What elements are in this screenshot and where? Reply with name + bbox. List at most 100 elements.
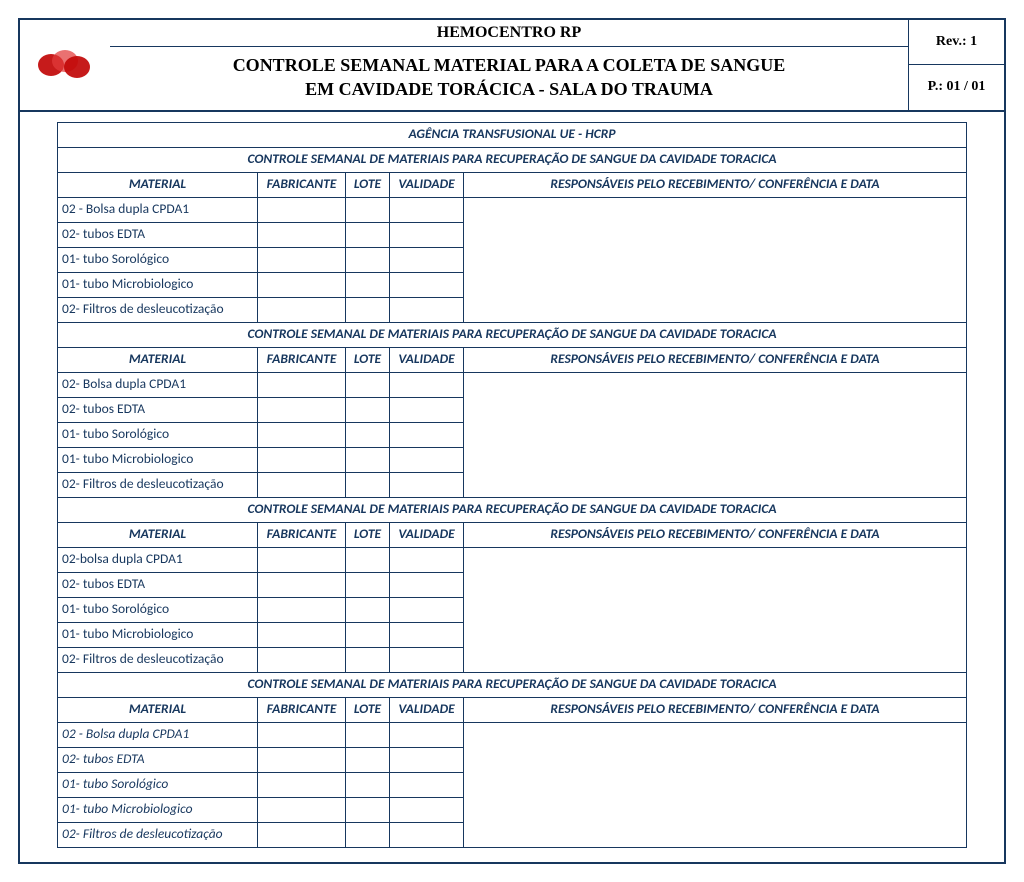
fabricante-cell [258,597,346,622]
fabricante-cell [258,622,346,647]
material-cell: 02- tubos EDTA [58,572,258,597]
col-lote: LOTE [346,697,390,722]
material-cell: 01- tubo Microbiologico [58,797,258,822]
fabricante-cell [258,447,346,472]
lote-cell [346,222,390,247]
col-lote: LOTE [346,172,390,197]
responsaveis-cell [464,722,967,847]
fabricante-cell [258,772,346,797]
material-cell: 01- tubo Sorológico [58,247,258,272]
lote-cell [346,472,390,497]
lote-cell [346,597,390,622]
fabricante-cell [258,647,346,672]
validade-cell [390,222,464,247]
validade-cell [390,447,464,472]
materials-table: AGÊNCIA TRANSFUSIONAL UE - HCRPCONTROLE … [57,122,967,848]
col-fabricante: FABRICANTE [258,697,346,722]
responsaveis-cell [464,547,967,672]
header-center: HEMOCENTRO RP CONTROLE SEMANAL MATERIAL … [110,20,908,110]
col-validade: VALIDADE [390,172,464,197]
material-cell: 02- Filtros de desleucotização [58,647,258,672]
lote-cell [346,297,390,322]
material-cell: 02- Filtros de desleucotização [58,472,258,497]
col-material: MATERIAL [58,347,258,372]
col-fabricante: FABRICANTE [258,522,346,547]
validade-cell [390,422,464,447]
fabricante-cell [258,797,346,822]
col-lote: LOTE [346,347,390,372]
col-material: MATERIAL [58,522,258,547]
material-cell: 01- tubo Microbiologico [58,272,258,297]
lote-cell [346,797,390,822]
material-cell: 02- tubos EDTA [58,222,258,247]
col-responsaveis: RESPONSÁVEIS PELO RECEBIMENTO/ CONFERÊNC… [464,347,967,372]
material-cell: 01- tubo Sorológico [58,772,258,797]
lote-cell [346,572,390,597]
table-row: 02 - Bolsa dupla CPDA1 [58,197,967,222]
table-row: 02-bolsa dupla CPDA1 [58,547,967,572]
org-name: HEMOCENTRO RP [110,20,908,47]
material-cell: 02- Bolsa dupla CPDA1 [58,372,258,397]
material-cell: 02- Filtros de desleucotização [58,297,258,322]
material-cell: 02 - Bolsa dupla CPDA1 [58,197,258,222]
lote-cell [346,547,390,572]
col-responsaveis: RESPONSÁVEIS PELO RECEBIMENTO/ CONFERÊNC… [464,172,967,197]
col-fabricante: FABRICANTE [258,172,346,197]
section-heading: CONTROLE SEMANAL DE MATERIAIS PARA RECUP… [58,672,967,697]
col-fabricante: FABRICANTE [258,347,346,372]
validade-cell [390,472,464,497]
col-responsaveis: RESPONSÁVEIS PELO RECEBIMENTO/ CONFERÊNC… [464,697,967,722]
col-validade: VALIDADE [390,697,464,722]
title-line2: EM CAVIDADE TORÁCICA - SALA DO TRAUMA [305,79,713,99]
material-cell: 01- tubo Microbiologico [58,447,258,472]
form-sheet: HEMOCENTRO RP CONTROLE SEMANAL MATERIAL … [18,18,1006,864]
header-right: Rev.: 1 P.: 01 / 01 [908,20,1004,110]
validade-cell [390,297,464,322]
material-cell: 02- Filtros de desleucotização [58,822,258,847]
table-body: AGÊNCIA TRANSFUSIONAL UE - HCRPCONTROLE … [58,122,967,847]
section-heading: CONTROLE SEMANAL DE MATERIAIS PARA RECUP… [58,147,967,172]
lote-cell [346,422,390,447]
col-responsaveis: RESPONSÁVEIS PELO RECEBIMENTO/ CONFERÊNC… [464,522,967,547]
validade-cell [390,272,464,297]
fabricante-cell [258,547,346,572]
validade-cell [390,372,464,397]
validade-cell [390,572,464,597]
fabricante-cell [258,247,346,272]
fabricante-cell [258,722,346,747]
logo-cell [20,20,110,110]
lote-cell [346,272,390,297]
revision-label: Rev.: 1 [909,20,1004,65]
lote-cell [346,247,390,272]
fabricante-cell [258,422,346,447]
validade-cell [390,547,464,572]
fabricante-cell [258,822,346,847]
lote-cell [346,372,390,397]
title-line1: CONTROLE SEMANAL MATERIAL PARA A COLETA … [233,55,786,75]
section-heading: CONTROLE SEMANAL DE MATERIAIS PARA RECUP… [58,497,967,522]
validade-cell [390,247,464,272]
fabricante-cell [258,272,346,297]
validade-cell [390,822,464,847]
form-header: HEMOCENTRO RP CONTROLE SEMANAL MATERIAL … [20,20,1004,112]
form-title: CONTROLE SEMANAL MATERIAL PARA A COLETA … [110,47,908,110]
validade-cell [390,197,464,222]
lote-cell [346,747,390,772]
col-material: MATERIAL [58,172,258,197]
table-row: 02 - Bolsa dupla CPDA1 [58,722,967,747]
fabricante-cell [258,222,346,247]
fabricante-cell [258,572,346,597]
validade-cell [390,397,464,422]
lote-cell [346,397,390,422]
fabricante-cell [258,297,346,322]
validade-cell [390,597,464,622]
material-cell: 02-bolsa dupla CPDA1 [58,547,258,572]
fabricante-cell [258,397,346,422]
lote-cell [346,722,390,747]
material-cell: 01- tubo Microbiologico [58,622,258,647]
material-cell: 02- tubos EDTA [58,747,258,772]
lote-cell [346,647,390,672]
material-cell: 01- tubo Sorológico [58,597,258,622]
col-validade: VALIDADE [390,347,464,372]
lote-cell [346,197,390,222]
